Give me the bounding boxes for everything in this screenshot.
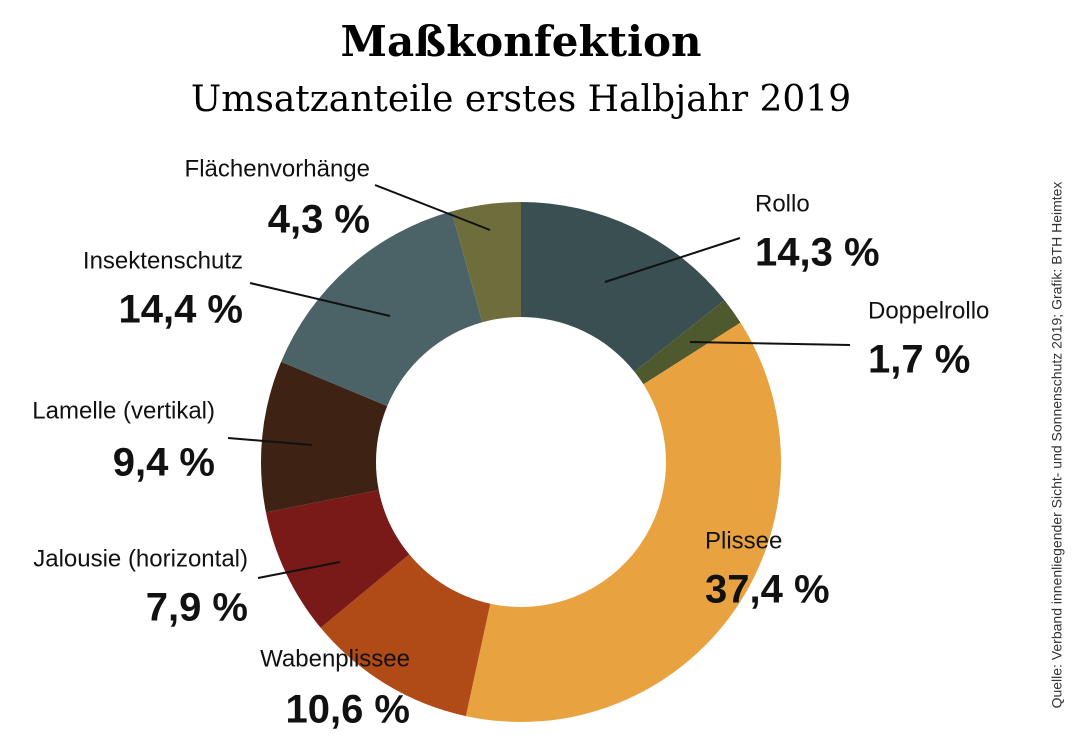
slice <box>451 202 521 323</box>
leader-line <box>227 437 313 446</box>
slice <box>320 554 491 717</box>
category-label: Doppelrollo <box>868 297 989 324</box>
category-label: Plissee <box>705 527 782 554</box>
category-label: Wabenplissee <box>260 645 410 672</box>
slice <box>465 322 781 722</box>
source: Quelle: Verband innenliegender Sicht- un… <box>1049 182 1065 709</box>
leader-line <box>257 561 341 579</box>
leader-line <box>249 282 391 317</box>
value-label: 10,6 % <box>285 688 410 732</box>
value-label: 37,4 % <box>705 568 830 612</box>
slice <box>634 300 741 385</box>
value-label: 7,9 % <box>146 586 248 630</box>
slice <box>261 361 388 513</box>
leader-line <box>374 184 491 231</box>
category-label: Rollo <box>755 190 810 217</box>
slice <box>521 202 725 372</box>
category-label: Jalousie (horizontal) <box>33 545 248 572</box>
value-label: 14,3 % <box>755 231 880 275</box>
leader-line <box>604 237 741 283</box>
value-label: 1,7 % <box>868 338 970 382</box>
chart-subtitle: Umsatzanteile erstes Halbjahr 2019 <box>191 79 851 120</box>
value-label: 14,4 % <box>118 288 243 332</box>
leader-line <box>689 341 851 346</box>
value-label: 4,3 % <box>268 198 370 242</box>
category-label: Flächenvorhänge <box>185 155 370 182</box>
slice <box>281 211 483 407</box>
slice <box>265 490 410 628</box>
category-label: Lamelle (vertikal) <box>32 397 215 424</box>
chart-title: Maßkonfektion <box>340 17 701 66</box>
category-label: Insektenschutz <box>83 247 243 274</box>
value-label: 9,4 % <box>113 441 215 485</box>
